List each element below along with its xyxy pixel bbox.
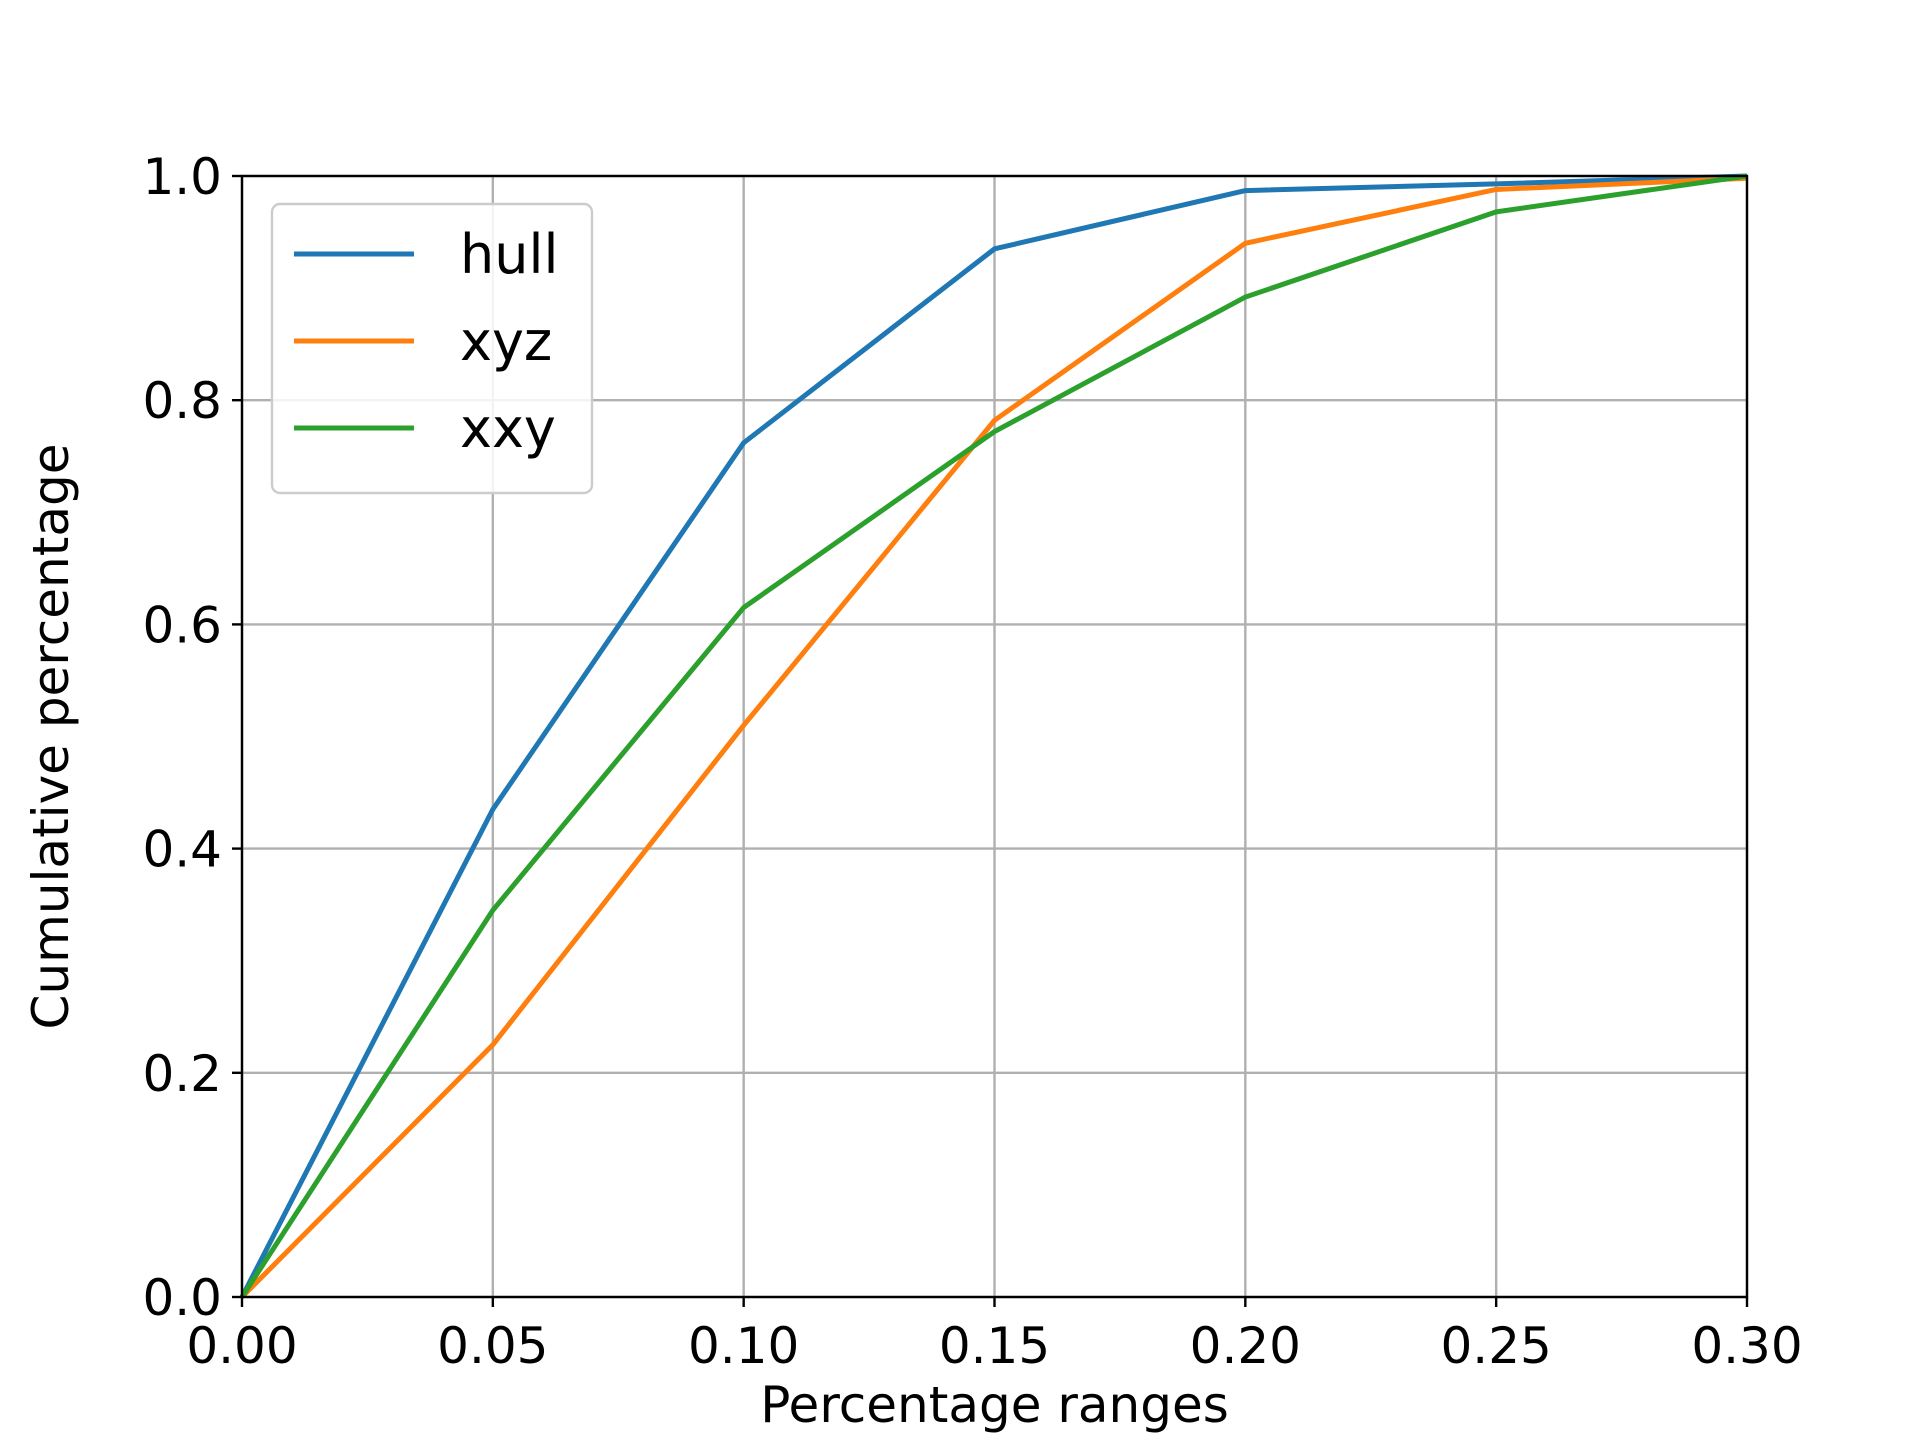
x-tick-label: 0.00 — [186, 1317, 297, 1375]
x-tick-label: 0.25 — [1441, 1317, 1552, 1375]
x-tick-label: 0.20 — [1190, 1317, 1301, 1375]
y-tick-label: 1.0 — [142, 148, 222, 206]
y-tick-label: 0.2 — [142, 1045, 222, 1103]
legend-label-hull: hull — [460, 223, 558, 286]
legend-label-xyz: xyz — [460, 310, 552, 373]
y-axis-label: Cumulative percentage — [22, 444, 80, 1030]
x-tick-label: 0.30 — [1691, 1317, 1802, 1375]
series-line-hull — [239, 173, 1748, 1299]
x-tick-label: 0.10 — [688, 1317, 799, 1375]
y-tick-label: 0.8 — [142, 372, 222, 430]
series-line-xxy — [239, 173, 1748, 1299]
y-tick-label: 0.4 — [142, 821, 222, 879]
y-tick-label: 0.6 — [142, 596, 222, 654]
x-axis-label: Percentage ranges — [760, 1376, 1229, 1434]
x-tick-label: 0.05 — [437, 1317, 548, 1375]
series-line-xyz — [240, 175, 1748, 1299]
legend: hull xyz xxy — [270, 202, 594, 495]
axis-ticks: 0.00 0.05 0.10 0.15 0.20 0.25 0.30 0.0 0.2 0.4 0.6… — [142, 148, 1802, 1375]
series-lines — [239, 173, 1748, 1299]
legend-label-xxy: xxy — [460, 397, 556, 460]
x-tick-label: 0.15 — [939, 1317, 1050, 1375]
legend-frame — [270, 202, 594, 495]
y-tick-label: 0.0 — [142, 1269, 222, 1327]
